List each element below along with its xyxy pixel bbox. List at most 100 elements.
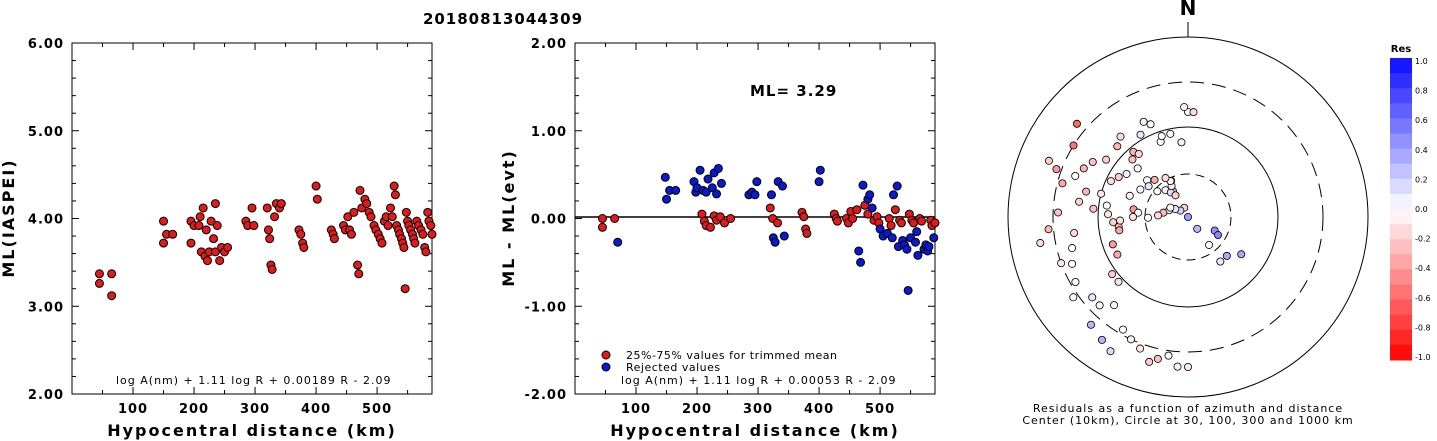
- data-point: [715, 212, 725, 222]
- colorbar-tick-label: -0.2: [1415, 235, 1431, 244]
- station-point: [1071, 171, 1080, 180]
- station-point: [1114, 277, 1123, 286]
- data-point: [377, 238, 387, 248]
- station-point: [1097, 335, 1106, 344]
- caption-line-2: Center (10km), Circle at 30, 100, 300 an…: [1022, 414, 1353, 427]
- colorbar-cell: [1390, 269, 1412, 285]
- station-point: [1180, 103, 1189, 112]
- colorbar-tick-label: 1.0: [1415, 57, 1428, 66]
- station-point: [1193, 224, 1202, 233]
- colorbar-title: Res: [1391, 44, 1411, 55]
- data-point: [399, 242, 409, 252]
- station-point: [1133, 164, 1142, 173]
- station-point: [1189, 108, 1198, 117]
- data-point: [802, 228, 812, 238]
- station-point: [1128, 155, 1137, 164]
- station-point: [1153, 354, 1162, 363]
- station-point: [1102, 155, 1111, 164]
- colorbar-cell: [1390, 329, 1412, 346]
- colorbar-cell: [1390, 148, 1412, 165]
- data-point: [206, 216, 216, 226]
- colorbar-cell: [1390, 103, 1412, 119]
- station-point: [1122, 169, 1131, 178]
- colorbar-cells: [1390, 58, 1412, 361]
- data-points: [597, 163, 940, 295]
- plot-frame: [71, 42, 433, 395]
- data-point: [867, 203, 877, 213]
- data-point: [418, 229, 428, 239]
- dashed-circle-outer: [1052, 81, 1324, 353]
- data-point: [299, 242, 309, 252]
- station-point: [1106, 177, 1115, 186]
- station-point: [1150, 175, 1159, 184]
- station-point: [1108, 240, 1117, 249]
- legend-label-rejected: Rejected values: [626, 361, 721, 374]
- data-point: [194, 221, 204, 231]
- station-point: [1164, 351, 1173, 360]
- y-tick-label: 6.00: [28, 37, 64, 52]
- station-point: [1129, 212, 1138, 221]
- data-point: [716, 178, 726, 188]
- station-point: [1057, 259, 1066, 268]
- x-axis-label: Hypocentral distance (km): [610, 421, 900, 440]
- data-point: [848, 214, 858, 223]
- data-point: [930, 218, 940, 228]
- station-point: [1088, 157, 1097, 166]
- colorbar-tick-label: -1.0: [1415, 353, 1431, 362]
- data-point: [671, 185, 681, 195]
- data-point: [889, 190, 899, 200]
- residual-colorbar: Res 1.0 0.8 0.6 0.4 0.2 0.0 -0.2 -0.4 -0.6 -0.8 -1…: [1390, 44, 1431, 362]
- station-point: [1166, 203, 1175, 212]
- x-tick-label: 400: [301, 402, 331, 417]
- y-axis-label: ML(IASPEI): [0, 158, 18, 277]
- station-point: [1114, 172, 1123, 181]
- data-point: [270, 212, 280, 222]
- station-point: [1125, 191, 1134, 200]
- colorbar-tick-label: 0.4: [1415, 146, 1428, 155]
- station-point: [1214, 231, 1223, 240]
- data-point: [249, 221, 259, 231]
- legend-marker-accepted: [601, 350, 611, 360]
- data-point: [896, 218, 906, 228]
- colorbar-cell: [1390, 58, 1412, 74]
- station-point: [1171, 191, 1180, 200]
- data-point: [296, 229, 306, 239]
- station-point: [1115, 226, 1124, 235]
- x-tick-label: 100: [621, 402, 651, 417]
- data-point: [400, 284, 410, 294]
- data-point: [94, 269, 104, 279]
- y-tick-label: 3.00: [28, 300, 64, 315]
- data-point: [410, 238, 420, 248]
- data-point: [421, 247, 431, 257]
- data-point: [660, 172, 670, 182]
- inner-circle: [1097, 126, 1279, 308]
- colorbar-cell: [1390, 314, 1412, 331]
- station-point: [1113, 142, 1122, 151]
- station-point: [1108, 270, 1117, 279]
- data-point: [353, 260, 363, 270]
- data-point: [354, 269, 364, 279]
- data-point: [210, 199, 220, 209]
- x-tick-label: 200: [179, 402, 209, 417]
- data-point: [929, 233, 939, 243]
- data-point: [94, 278, 104, 288]
- dashed-circle-inner: [1144, 173, 1232, 261]
- data-point: [262, 203, 272, 213]
- x-tick-label: 300: [240, 402, 270, 417]
- data-point: [263, 225, 273, 235]
- data-point: [107, 291, 117, 301]
- station-point: [1086, 320, 1095, 329]
- data-point: [713, 163, 723, 173]
- data-point: [902, 244, 912, 254]
- station-points: [1036, 103, 1246, 371]
- station-point: [1072, 119, 1081, 128]
- station-point: [1104, 210, 1113, 219]
- data-point: [202, 256, 212, 266]
- x-axis-label: Hypocentral distance (km): [107, 421, 397, 440]
- ml-iaspei-panel: 2.00 3.00 4.00 5.00 6.00 100 200 300 400 500 log…: [0, 37, 437, 440]
- north-label: N: [1180, 0, 1197, 20]
- data-point: [750, 190, 760, 200]
- station-point: [1161, 174, 1170, 183]
- data-point: [712, 189, 722, 199]
- data-point: [597, 214, 607, 223]
